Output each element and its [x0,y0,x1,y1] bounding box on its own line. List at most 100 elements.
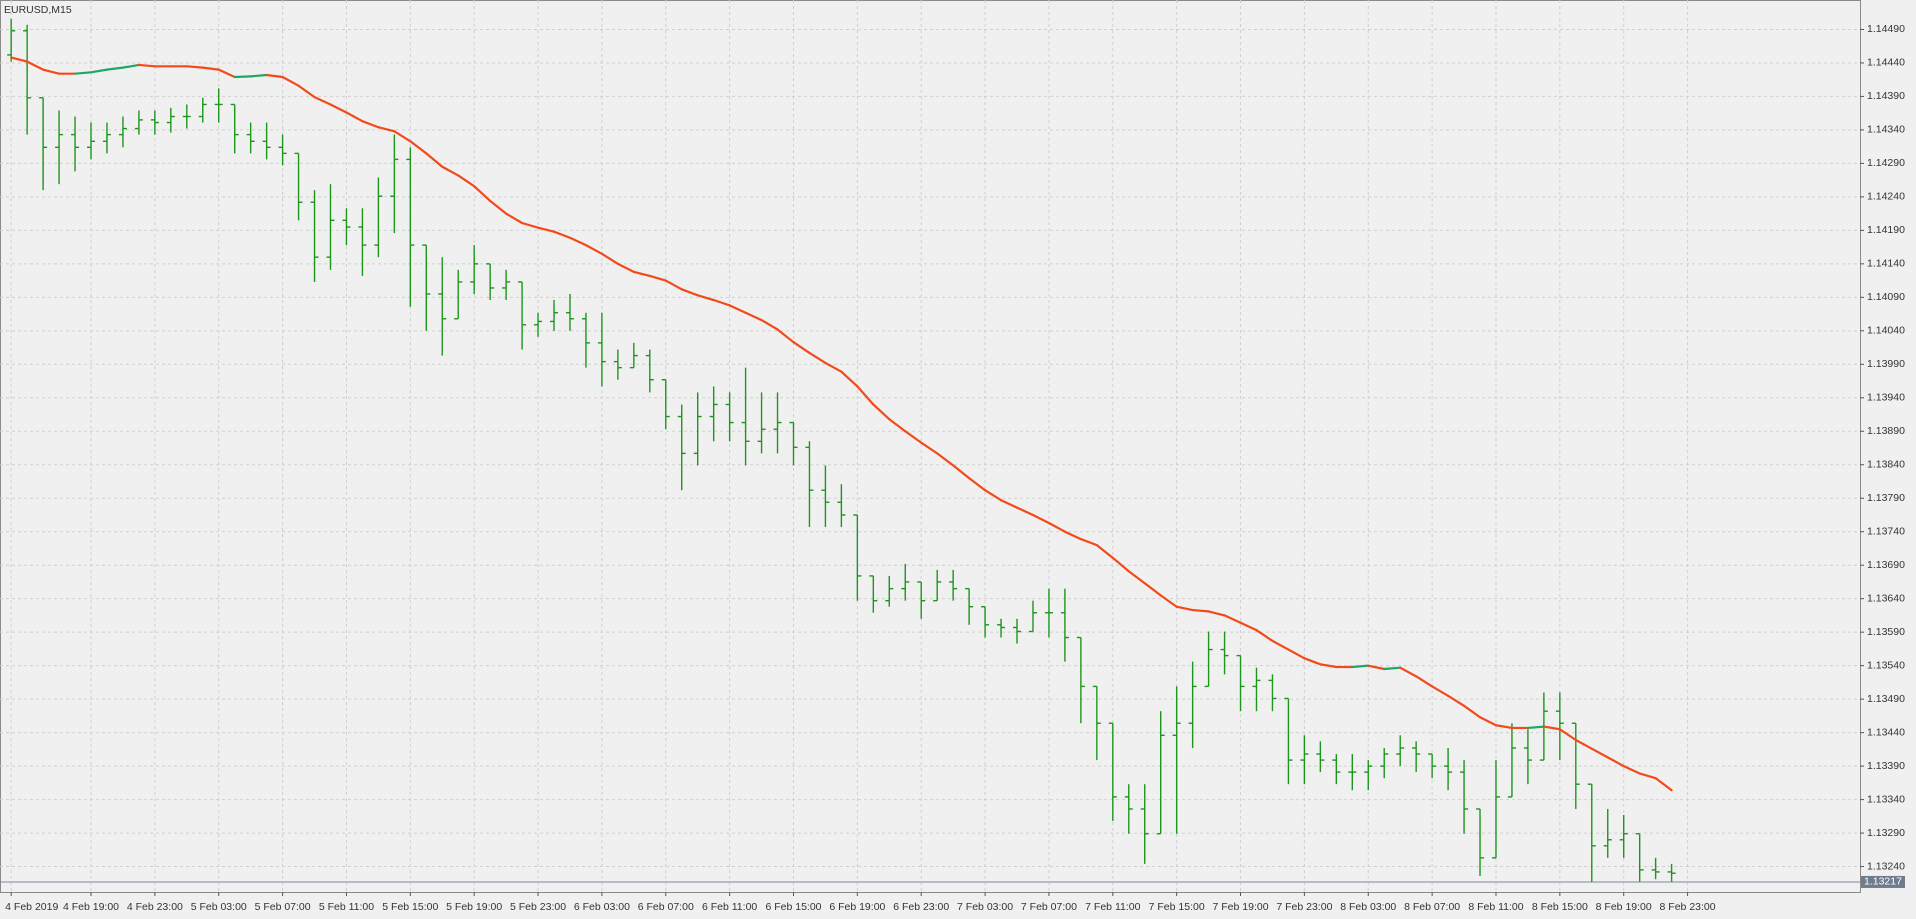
moving-average [999,499,1019,509]
moving-average [1351,664,1370,669]
y-tick-label: 1.13940 [1867,392,1905,404]
moving-average [1590,747,1609,759]
moving-average [10,56,29,63]
y-tick-label: 1.13590 [1867,626,1905,638]
y-tick-label: 1.14390 [1867,90,1905,102]
moving-average [536,226,556,233]
moving-average [744,311,763,322]
moving-average [425,152,444,168]
moving-average [648,274,667,282]
moving-average [1255,629,1274,642]
moving-average [1462,704,1482,719]
moving-average [345,111,364,123]
x-tick-label: 4 Feb 2019 [5,901,58,913]
moving-average [616,262,635,273]
moving-average [473,185,492,203]
moving-average [1047,521,1067,533]
moving-average [233,75,252,79]
labels: 1.14490 1.14440 1.14390 1.14340 1.14290 1.142… [5,23,1905,913]
y-tick-label: 1.13890 [1867,425,1905,437]
moving-average [137,63,156,68]
moving-average [808,351,827,365]
x-tick-label: 7 Feb 07:00 [1021,901,1077,913]
plot-area [0,0,1861,893]
moving-average [552,230,572,239]
y-tick-label: 1.14140 [1867,258,1905,270]
y-tick-label: 1.13790 [1867,492,1905,504]
marks [0,18,1860,883]
moving-average [1399,666,1418,678]
moving-average [1031,513,1051,525]
moving-average [1015,506,1035,517]
moving-average [89,68,109,74]
y-tick-label: 1.14090 [1867,291,1905,303]
moving-average [1223,614,1242,624]
moving-average [409,140,428,155]
moving-average [26,60,45,71]
moving-average [1494,724,1514,730]
moving-average [1367,664,1386,671]
moving-average [696,294,715,302]
moving-average [1271,639,1290,651]
moving-average [489,199,508,215]
y-tick-label: 1.13390 [1867,760,1905,772]
moving-average [1638,772,1657,780]
moving-average [505,212,524,225]
moving-average [1431,685,1450,697]
x-tick-label: 6 Feb 07:00 [638,901,694,913]
x-tick-label: 7 Feb 19:00 [1213,901,1269,913]
moving-average [1446,694,1466,707]
y-tick-label: 1.13290 [1867,827,1905,839]
x-tick-label: 7 Feb 03:00 [957,901,1013,913]
y-tick-label: 1.13490 [1867,693,1905,705]
y-tick-label: 1.13740 [1867,525,1905,537]
moving-average [1558,728,1577,742]
y-tick-label: 1.13540 [1867,659,1905,671]
y-tick-label: 1.14440 [1867,57,1905,69]
moving-average [457,174,476,188]
moving-average [1574,738,1593,750]
moving-average [297,84,316,99]
moving-average [728,304,747,314]
y-tick-label: 1.13340 [1867,793,1905,805]
y-tick-label: 1.14190 [1867,224,1905,236]
x-tick-label: 5 Feb 07:00 [255,901,311,913]
moving-average [1239,621,1258,632]
moving-average [217,68,236,79]
moving-average [249,73,268,78]
moving-average [1287,648,1306,660]
moving-average [568,236,588,247]
x-tick-label: 6 Feb 03:00 [574,901,630,913]
moving-average [776,328,795,344]
y-tick-label: 1.13440 [1867,726,1905,738]
last-price-label: 1.13217 [1864,876,1902,888]
moving-average [281,75,300,87]
moving-average [1095,544,1114,559]
x-tick-label: 6 Feb 11:00 [702,901,757,913]
y-tick-label: 1.13840 [1867,459,1905,471]
last-price-box [1861,875,1905,888]
moving-average [1175,605,1194,612]
moving-average [872,403,891,421]
moving-average [824,361,843,373]
moving-average [1654,777,1673,792]
moving-average [42,68,61,75]
moving-average [1415,675,1434,688]
moving-average [888,418,907,433]
moving-average [680,288,699,297]
moving-average [1111,556,1130,573]
x-tick-label: 5 Feb 03:00 [191,901,247,913]
x-tick-label: 8 Feb 19:00 [1596,901,1652,913]
chart-title: EURUSD,M15 [4,4,72,16]
y-tick-label: 1.14490 [1867,23,1905,35]
moving-average [760,319,779,331]
moving-average [1191,608,1210,613]
x-tick-label: 6 Feb 19:00 [829,901,885,913]
moving-average [185,65,204,69]
x-tick-label: 5 Feb 11:00 [319,901,374,913]
x-tick-label: 7 Feb 11:00 [1085,901,1140,913]
x-tick-label: 6 Feb 15:00 [765,901,821,913]
moving-average [329,103,348,114]
moving-average [712,298,731,307]
x-tick-label: 6 Feb 23:00 [893,901,949,913]
